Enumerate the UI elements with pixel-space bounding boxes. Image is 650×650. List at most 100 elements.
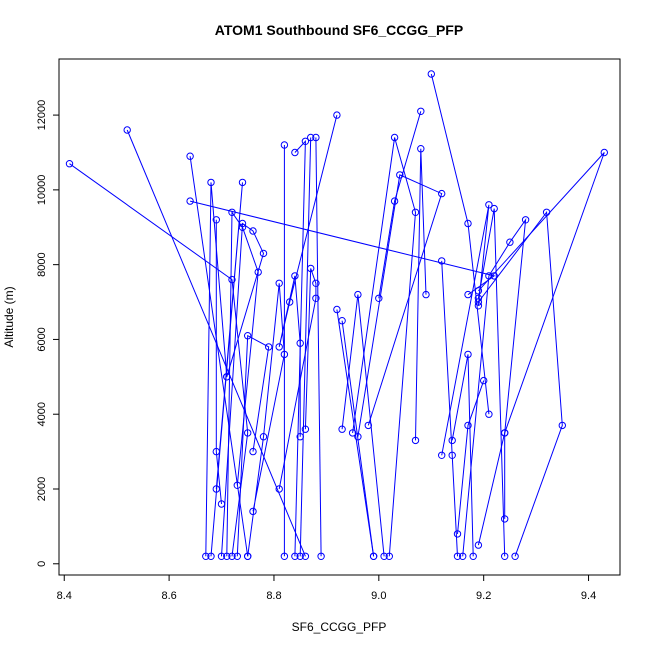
data-point xyxy=(474,298,483,306)
x-axis-label: SF6_CCGG_PFP xyxy=(292,620,387,634)
data-point xyxy=(485,201,493,209)
y-tick-label: 0 xyxy=(36,561,48,567)
data-point xyxy=(212,216,221,224)
data-point xyxy=(223,552,231,560)
profile-line xyxy=(462,217,527,557)
data-point xyxy=(286,298,294,306)
data-point xyxy=(244,429,252,437)
profile-line xyxy=(189,156,249,557)
data-point xyxy=(506,238,514,246)
data-point xyxy=(501,552,509,560)
y-tick-label: 10000 xyxy=(36,175,48,206)
data-point xyxy=(312,133,320,142)
data-point xyxy=(307,133,315,142)
data-point xyxy=(280,350,289,359)
data-point xyxy=(600,148,608,157)
data-point xyxy=(280,552,289,560)
profile-line xyxy=(294,140,306,557)
data-point xyxy=(464,421,472,430)
data-point xyxy=(244,332,252,340)
data-point xyxy=(464,350,472,359)
data-point xyxy=(275,485,283,493)
profile-line xyxy=(278,268,317,490)
x-tick-label: 9.2 xyxy=(476,590,491,602)
data-point xyxy=(223,373,231,381)
data-point xyxy=(474,294,483,302)
data-point xyxy=(301,137,310,146)
profile-line xyxy=(221,222,265,557)
data-point xyxy=(217,552,226,560)
data-point xyxy=(511,552,519,560)
data-point xyxy=(228,275,236,284)
data-point xyxy=(296,433,304,441)
profile-line xyxy=(278,114,338,437)
data-point xyxy=(385,552,393,560)
profile-line xyxy=(247,283,285,557)
data-point xyxy=(228,552,236,560)
data-point xyxy=(238,178,247,187)
data-point xyxy=(485,410,493,418)
y-tick-label: 8000 xyxy=(36,252,48,276)
y-tick-label: 6000 xyxy=(36,327,48,351)
data-point xyxy=(417,107,425,116)
data-point xyxy=(390,197,399,205)
data-point xyxy=(338,317,346,325)
profile-line xyxy=(357,174,443,437)
profile-line xyxy=(477,208,506,557)
y-tick-label: 12000 xyxy=(36,100,48,131)
data-point xyxy=(265,343,273,351)
data-point xyxy=(296,339,304,347)
data-point xyxy=(249,227,257,235)
profile-line xyxy=(299,137,312,557)
data-point xyxy=(291,148,299,157)
data-point xyxy=(348,429,357,437)
data-point xyxy=(238,219,247,228)
data-point xyxy=(338,425,346,433)
data-point xyxy=(307,264,315,273)
profile-line xyxy=(205,182,228,557)
y-tick-label: 2000 xyxy=(36,477,48,501)
data-point xyxy=(427,70,435,78)
x-tick-label: 9.4 xyxy=(581,590,596,602)
data-point xyxy=(249,507,257,516)
data-point xyxy=(312,279,320,287)
data-point xyxy=(238,223,247,232)
profile-line xyxy=(378,111,422,299)
data-point xyxy=(296,552,304,560)
profile-line xyxy=(226,210,259,557)
data-point xyxy=(317,552,325,560)
profile-line xyxy=(336,309,375,557)
data-point xyxy=(233,481,242,489)
data-point xyxy=(259,249,268,258)
profile-line xyxy=(478,210,563,557)
data-point xyxy=(375,294,383,302)
profile-lines xyxy=(69,73,605,557)
data-point xyxy=(464,290,472,299)
data-point xyxy=(212,447,221,456)
profile-line xyxy=(315,137,322,557)
data-point xyxy=(65,160,74,168)
data-point xyxy=(453,552,462,560)
data-point xyxy=(501,515,509,523)
data-point xyxy=(480,376,488,385)
data-point xyxy=(364,421,372,430)
data-point xyxy=(390,133,399,142)
x-tick-label: 8.4 xyxy=(57,590,72,602)
profile-line xyxy=(441,204,490,456)
y-tick-label: 4000 xyxy=(36,402,48,426)
data-point xyxy=(249,447,257,456)
profile-line xyxy=(215,219,222,505)
data-point xyxy=(411,208,420,217)
data-point xyxy=(333,305,341,314)
data-point xyxy=(301,552,310,560)
data-point xyxy=(422,290,430,299)
data-point xyxy=(291,552,299,560)
data-point xyxy=(254,268,262,276)
data-points xyxy=(65,70,608,560)
data-point xyxy=(217,500,226,508)
data-point xyxy=(207,552,215,560)
data-point xyxy=(275,279,283,287)
y-axis-label: Altitude (m) xyxy=(2,286,16,347)
profile-line xyxy=(415,148,427,441)
